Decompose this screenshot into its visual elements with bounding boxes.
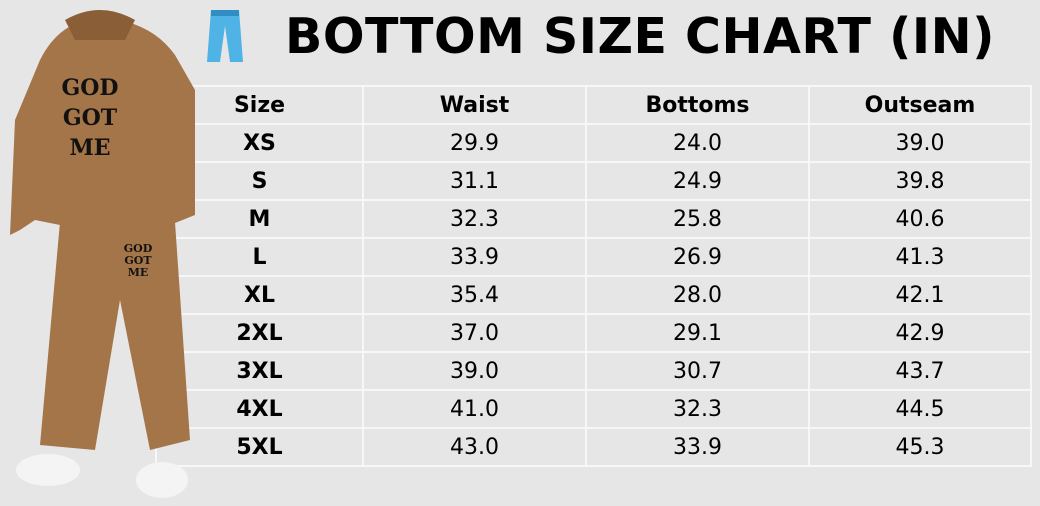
bottoms-cell: 33.9 — [585, 427, 810, 467]
waist-cell: 37.0 — [362, 313, 587, 353]
outseam-cell: 44.5 — [808, 389, 1032, 429]
outseam-cell: 40.6 — [808, 199, 1032, 239]
bottoms-cell: 26.9 — [585, 237, 810, 277]
table-row: XL 35.4 28.0 42.1 — [155, 275, 1032, 315]
waist-cell: 31.1 — [362, 161, 587, 201]
svg-text:ME: ME — [69, 135, 110, 161]
outseam-cell: 42.9 — [808, 313, 1032, 353]
table-header-row: Size Waist Bottoms Outseam — [155, 85, 1032, 125]
hoodie-print: GOD — [61, 75, 118, 101]
waist-cell: 41.0 — [362, 389, 587, 429]
jeans-icon — [207, 10, 243, 62]
size-table: Size Waist Bottoms Outseam XS 29.9 24.0 39.… — [155, 85, 1032, 467]
size-cell: 3XL — [155, 351, 364, 391]
bottoms-cell: 32.3 — [585, 389, 810, 429]
size-cell: 4XL — [155, 389, 364, 429]
waist-cell: 29.9 — [362, 123, 587, 163]
table-row: 5XL 43.0 33.9 45.3 — [155, 427, 1032, 467]
hoodie — [10, 10, 195, 235]
table-row: M 32.3 25.8 40.6 — [155, 199, 1032, 239]
waist-cell: 35.4 — [362, 275, 587, 315]
page-title: BOTTOM SIZE CHART (IN) — [285, 8, 995, 65]
outseam-cell: 42.1 — [808, 275, 1032, 315]
outseam-cell: 39.8 — [808, 161, 1032, 201]
waist-cell: 39.0 — [362, 351, 587, 391]
waist-cell: 43.0 — [362, 427, 587, 467]
table-row: 4XL 41.0 32.3 44.5 — [155, 389, 1032, 429]
table-row: L 33.9 26.9 41.3 — [155, 237, 1032, 277]
bottoms-cell: 24.0 — [585, 123, 810, 163]
bottoms-cell: 24.9 — [585, 161, 810, 201]
waist-cell: 33.9 — [362, 237, 587, 277]
size-cell: 2XL — [155, 313, 364, 353]
table-row: 3XL 39.0 30.7 43.7 — [155, 351, 1032, 391]
outseam-cell: 45.3 — [808, 427, 1032, 467]
bottoms-cell: 29.1 — [585, 313, 810, 353]
svg-text:GOT: GOT — [124, 254, 152, 267]
outseam-cell: 43.7 — [808, 351, 1032, 391]
product-model-image: GOD GOT ME GOD GOT ME — [10, 10, 195, 498]
size-cell: XL — [155, 275, 364, 315]
table-row: XS 29.9 24.0 39.0 — [155, 123, 1032, 163]
outseam-cell: 41.3 — [808, 237, 1032, 277]
waist-cell: 32.3 — [362, 199, 587, 239]
header-waist: Waist — [362, 85, 587, 125]
shoe-left — [16, 454, 80, 486]
bottoms-cell: 25.8 — [585, 199, 810, 239]
svg-text:ME: ME — [128, 266, 149, 279]
svg-text:GOT: GOT — [63, 105, 118, 131]
size-cell: L — [155, 237, 364, 277]
size-cell: 5XL — [155, 427, 364, 467]
pants-print: GOD — [124, 242, 153, 255]
outseam-cell: 39.0 — [808, 123, 1032, 163]
shoe-right — [136, 462, 188, 498]
header-bottoms: Bottoms — [585, 85, 810, 125]
bottoms-cell: 28.0 — [585, 275, 810, 315]
pants — [40, 222, 190, 450]
table-row: 2XL 37.0 29.1 42.9 — [155, 313, 1032, 353]
table-row: S 31.1 24.9 39.8 — [155, 161, 1032, 201]
bottoms-cell: 30.7 — [585, 351, 810, 391]
header-outseam: Outseam — [808, 85, 1032, 125]
